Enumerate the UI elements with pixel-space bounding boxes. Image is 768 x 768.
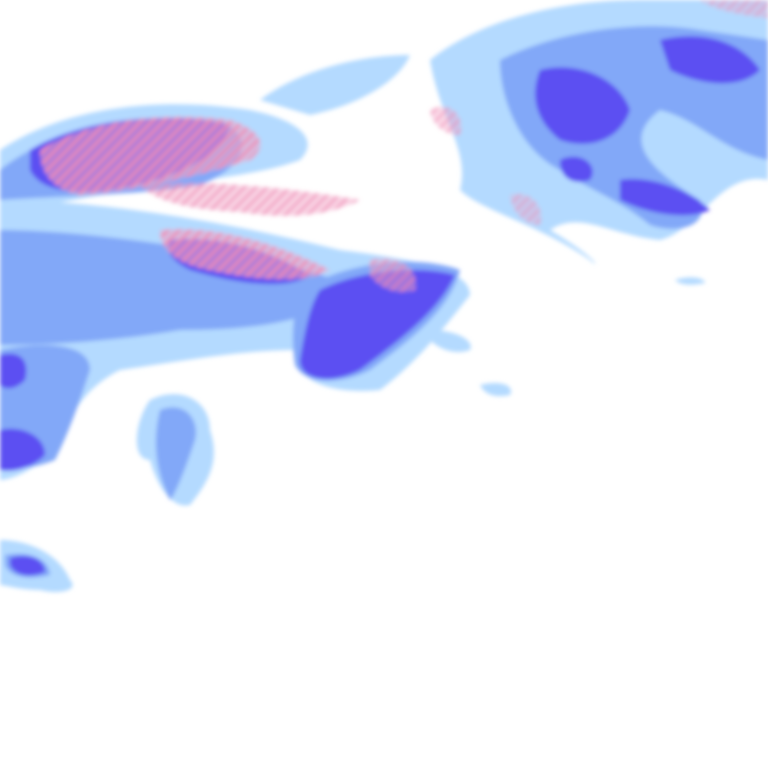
precipitation-cell [260, 55, 410, 115]
precipitation-cell [480, 383, 511, 397]
mixed-precipitation-area [40, 0, 768, 292]
precipitation-cell [370, 258, 416, 292]
precipitation-cell [700, 0, 768, 18]
precipitation-cell [0, 230, 350, 345]
precipitation-cell [620, 179, 710, 216]
precipitation-cell [675, 277, 705, 285]
precipitation-cell [430, 330, 471, 352]
precipitation-cell [660, 36, 760, 84]
precipitation-cell [160, 229, 330, 280]
precipitation-cell [40, 116, 261, 195]
precipitation-cell [535, 67, 630, 144]
precipitation-cell [300, 270, 455, 379]
precipitation-cell [0, 353, 27, 389]
precipitation-cell [0, 428, 45, 471]
precipitation-cell [140, 183, 360, 216]
precipitation-cell [10, 555, 45, 576]
precipitation-cell [430, 106, 461, 135]
precipitation-cell [155, 407, 196, 500]
precipitation-cell [560, 156, 593, 182]
precipitation-cell [510, 194, 541, 225]
